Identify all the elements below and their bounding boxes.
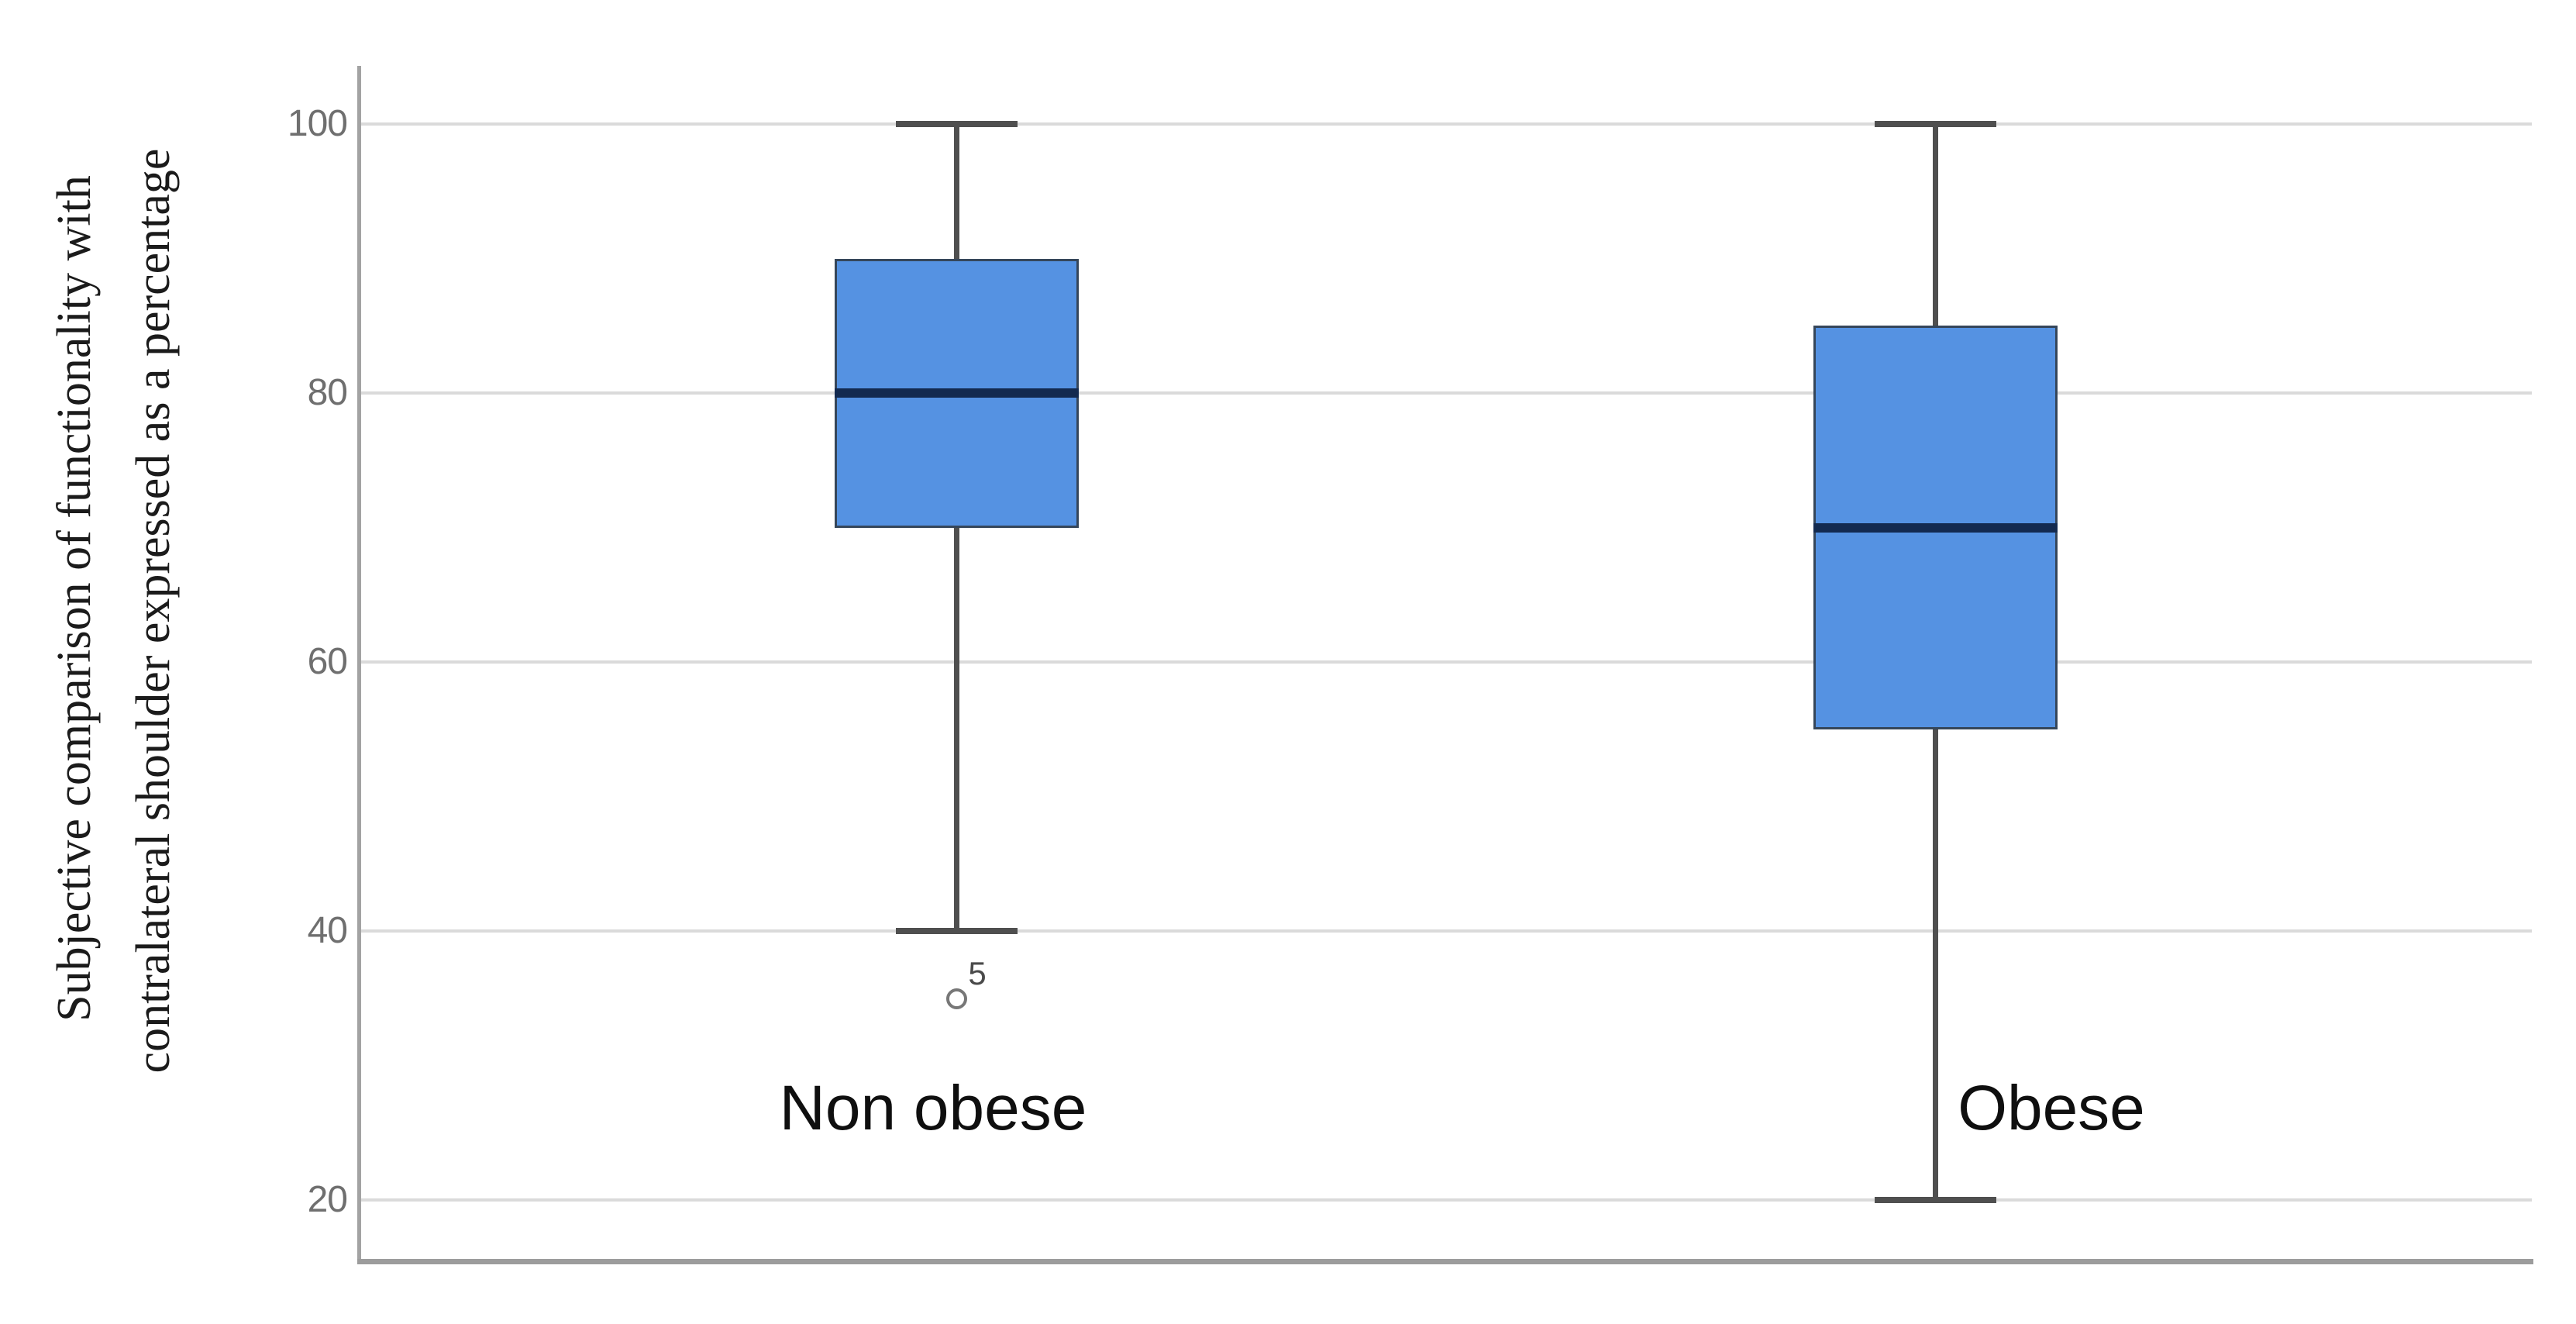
upper-whisker-line-0: [954, 124, 959, 259]
category-label-1: Obese: [1958, 1073, 2145, 1143]
y-tick-label-80: 80: [307, 372, 348, 413]
outlier-case-label-0-0: 5: [968, 954, 987, 991]
gridline-60: [361, 660, 2532, 664]
outlier-marker-0-0: [946, 988, 967, 1009]
y-tick-label-20: 20: [307, 1179, 348, 1220]
lower-whisker-line-1: [1933, 729, 1938, 1200]
upper-whisker-line-1: [1933, 124, 1938, 326]
median-line-0: [834, 388, 1079, 398]
lower-whisker-line-0: [954, 527, 959, 931]
y-tick-label-60: 60: [307, 641, 348, 682]
y-tick-label-40: 40: [307, 910, 348, 951]
y-tick-label-100: 100: [287, 103, 348, 144]
y-axis-title-line-1: Subjective comparison of functionality w…: [48, 175, 101, 1022]
upper-whisker-cap-0: [895, 121, 1018, 127]
gridline-40: [361, 929, 2532, 933]
upper-whisker-cap-1: [1874, 121, 1996, 127]
lower-whisker-cap-0: [895, 928, 1018, 934]
gridline-100: [361, 122, 2532, 126]
y-axis-title-line-2: contralateral shoulder expressed as a pe…: [127, 148, 180, 1074]
lower-whisker-cap-1: [1874, 1197, 1996, 1203]
gridline-80: [361, 391, 2532, 395]
x-axis-line: [357, 1259, 2533, 1264]
y-axis-line: [357, 66, 361, 1264]
category-label-0: Non obese: [779, 1073, 1087, 1143]
gridline-20: [361, 1198, 2532, 1202]
median-line-1: [1813, 522, 2058, 533]
